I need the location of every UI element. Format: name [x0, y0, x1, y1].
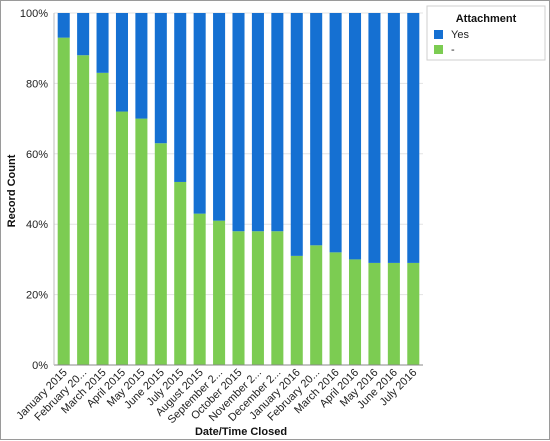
bar-segment[interactable]: [232, 231, 245, 365]
bars: [57, 13, 420, 366]
y-tick-label: 40%: [26, 219, 48, 231]
bar-segment[interactable]: [193, 13, 206, 214]
x-axis-title: Date/Time Closed: [195, 426, 287, 438]
bar-segment[interactable]: [368, 262, 381, 365]
bar-segment[interactable]: [349, 259, 362, 365]
bar-segment[interactable]: [310, 245, 323, 365]
y-tick-label: 0%: [32, 360, 48, 372]
bar-segment[interactable]: [271, 231, 284, 365]
bar-segment[interactable]: [251, 13, 264, 232]
bar-segment[interactable]: [115, 13, 128, 112]
bar-segment[interactable]: [387, 13, 400, 263]
bar-segment[interactable]: [154, 143, 167, 365]
bar-segment[interactable]: [77, 13, 90, 56]
bar-segment[interactable]: [77, 55, 90, 366]
bar-segment[interactable]: [251, 231, 264, 365]
bar-segment[interactable]: [57, 37, 70, 365]
legend-items: Yes -: [434, 29, 469, 56]
bar-segment[interactable]: [96, 13, 109, 73]
bar-segment[interactable]: [135, 118, 148, 365]
bar-segment[interactable]: [96, 72, 109, 365]
legend-label: Yes: [451, 29, 469, 41]
bar-segment[interactable]: [407, 13, 420, 263]
legend-swatch: [434, 45, 443, 54]
bar-segment[interactable]: [290, 255, 303, 365]
bar-segment[interactable]: [57, 13, 70, 38]
legend-box: [426, 5, 546, 61]
bar-segment[interactable]: [154, 13, 167, 144]
legend-swatch: [434, 30, 443, 39]
bar-segment[interactable]: [349, 13, 362, 260]
bar-segment[interactable]: [329, 13, 342, 253]
legend-label: -: [451, 44, 455, 56]
bar-segment[interactable]: [407, 262, 420, 365]
bar-segment[interactable]: [213, 13, 226, 221]
y-tick-label: 60%: [26, 149, 48, 161]
bar-segment[interactable]: [174, 13, 187, 182]
y-tick-labels: 0% 20% 40% 60% 80% 100%: [20, 8, 48, 372]
bar-segment[interactable]: [115, 111, 128, 365]
bar-segment[interactable]: [174, 181, 187, 365]
bar-segment[interactable]: [387, 262, 400, 365]
bar-segment[interactable]: [232, 13, 245, 232]
bar-segment[interactable]: [329, 252, 342, 365]
y-tick-label: 80%: [26, 78, 48, 90]
bar-segment[interactable]: [271, 13, 284, 232]
axes: [53, 13, 423, 366]
bar-segment[interactable]: [310, 13, 323, 246]
bar-segment[interactable]: [193, 213, 206, 365]
bar-segment[interactable]: [213, 220, 226, 365]
y-axis-title: Record Count: [6, 154, 18, 227]
bar-segment[interactable]: [368, 13, 381, 263]
y-tick-label: 100%: [20, 8, 48, 20]
legend: Attachment Yes -: [426, 5, 546, 61]
bar-segment[interactable]: [135, 13, 148, 119]
y-tick-label: 20%: [26, 290, 48, 302]
legend-title: Attachment: [456, 13, 517, 25]
bar-segment[interactable]: [290, 13, 303, 256]
